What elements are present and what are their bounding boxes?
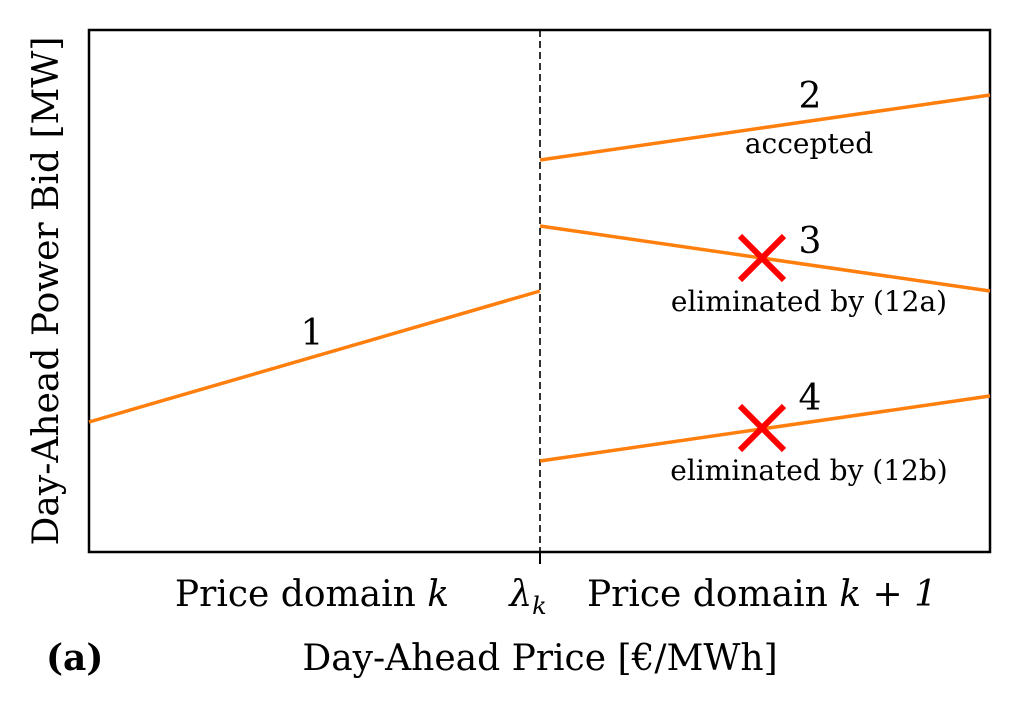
bid-note-2: accepted	[745, 127, 873, 160]
bid-number-3: 3	[799, 221, 822, 262]
red-x-icon	[737, 403, 787, 453]
bid-number-2: 2	[799, 76, 822, 117]
domain-right-label: Price domain k + 1	[587, 574, 937, 615]
red-x-icon	[737, 233, 787, 283]
bid-line-1	[88, 289, 541, 424]
bid-note-3: eliminated by (12a)	[671, 285, 947, 318]
bid-number-4: 4	[799, 378, 822, 419]
bid-note-4: eliminated by (12b)	[670, 454, 947, 487]
bid-number-1: 1	[301, 313, 324, 354]
boundary-label: λk	[507, 574, 546, 620]
y-axis-label: Day-Ahead Power Bid [MW]	[26, 37, 67, 546]
domain-left-label: Price domain k	[175, 574, 449, 615]
bid-line-2	[539, 93, 991, 162]
panel-label: (a)	[46, 637, 103, 679]
x-axis-label: Day-Ahead Price [€/MWh]	[302, 638, 777, 679]
